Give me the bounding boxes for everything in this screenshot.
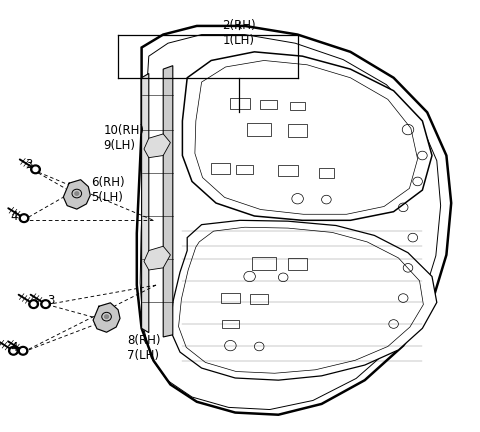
Bar (278, 165, 298, 176)
Bar (288, 258, 307, 270)
Circle shape (22, 216, 26, 220)
Circle shape (19, 214, 29, 222)
Circle shape (11, 349, 16, 353)
Text: 10(RH)
9(LH): 10(RH) 9(LH) (103, 124, 144, 152)
Circle shape (31, 302, 36, 306)
Circle shape (43, 302, 48, 306)
Bar (290, 102, 305, 110)
Polygon shape (142, 73, 149, 333)
Circle shape (75, 192, 79, 195)
Polygon shape (63, 180, 90, 209)
Polygon shape (144, 134, 170, 158)
Text: 3: 3 (47, 294, 54, 307)
Bar (250, 294, 268, 304)
Circle shape (33, 167, 38, 172)
Bar (230, 98, 250, 109)
Bar (211, 163, 230, 174)
Polygon shape (182, 52, 432, 220)
Bar (261, 100, 277, 109)
Polygon shape (144, 246, 170, 270)
Bar (319, 168, 334, 178)
Polygon shape (93, 303, 120, 332)
Bar (236, 165, 253, 174)
Text: 2(RH)
1(LH): 2(RH) 1(LH) (222, 19, 256, 48)
Circle shape (41, 300, 50, 308)
Circle shape (9, 346, 18, 355)
Text: 4: 4 (11, 210, 18, 222)
Bar (221, 293, 240, 303)
Polygon shape (163, 66, 173, 337)
Text: 8(RH)
7(LH): 8(RH) 7(LH) (127, 334, 161, 362)
Bar (288, 124, 307, 137)
Text: 3: 3 (25, 158, 33, 171)
Circle shape (31, 165, 40, 174)
Circle shape (18, 346, 28, 355)
Polygon shape (170, 220, 437, 380)
Bar (247, 123, 271, 136)
Text: 6(RH)
5(LH): 6(RH) 5(LH) (91, 176, 125, 204)
Circle shape (21, 349, 25, 353)
Bar (252, 257, 276, 270)
Text: 4: 4 (11, 341, 18, 354)
Circle shape (105, 315, 108, 318)
Circle shape (29, 300, 38, 308)
Bar (222, 320, 239, 328)
Polygon shape (137, 26, 451, 415)
